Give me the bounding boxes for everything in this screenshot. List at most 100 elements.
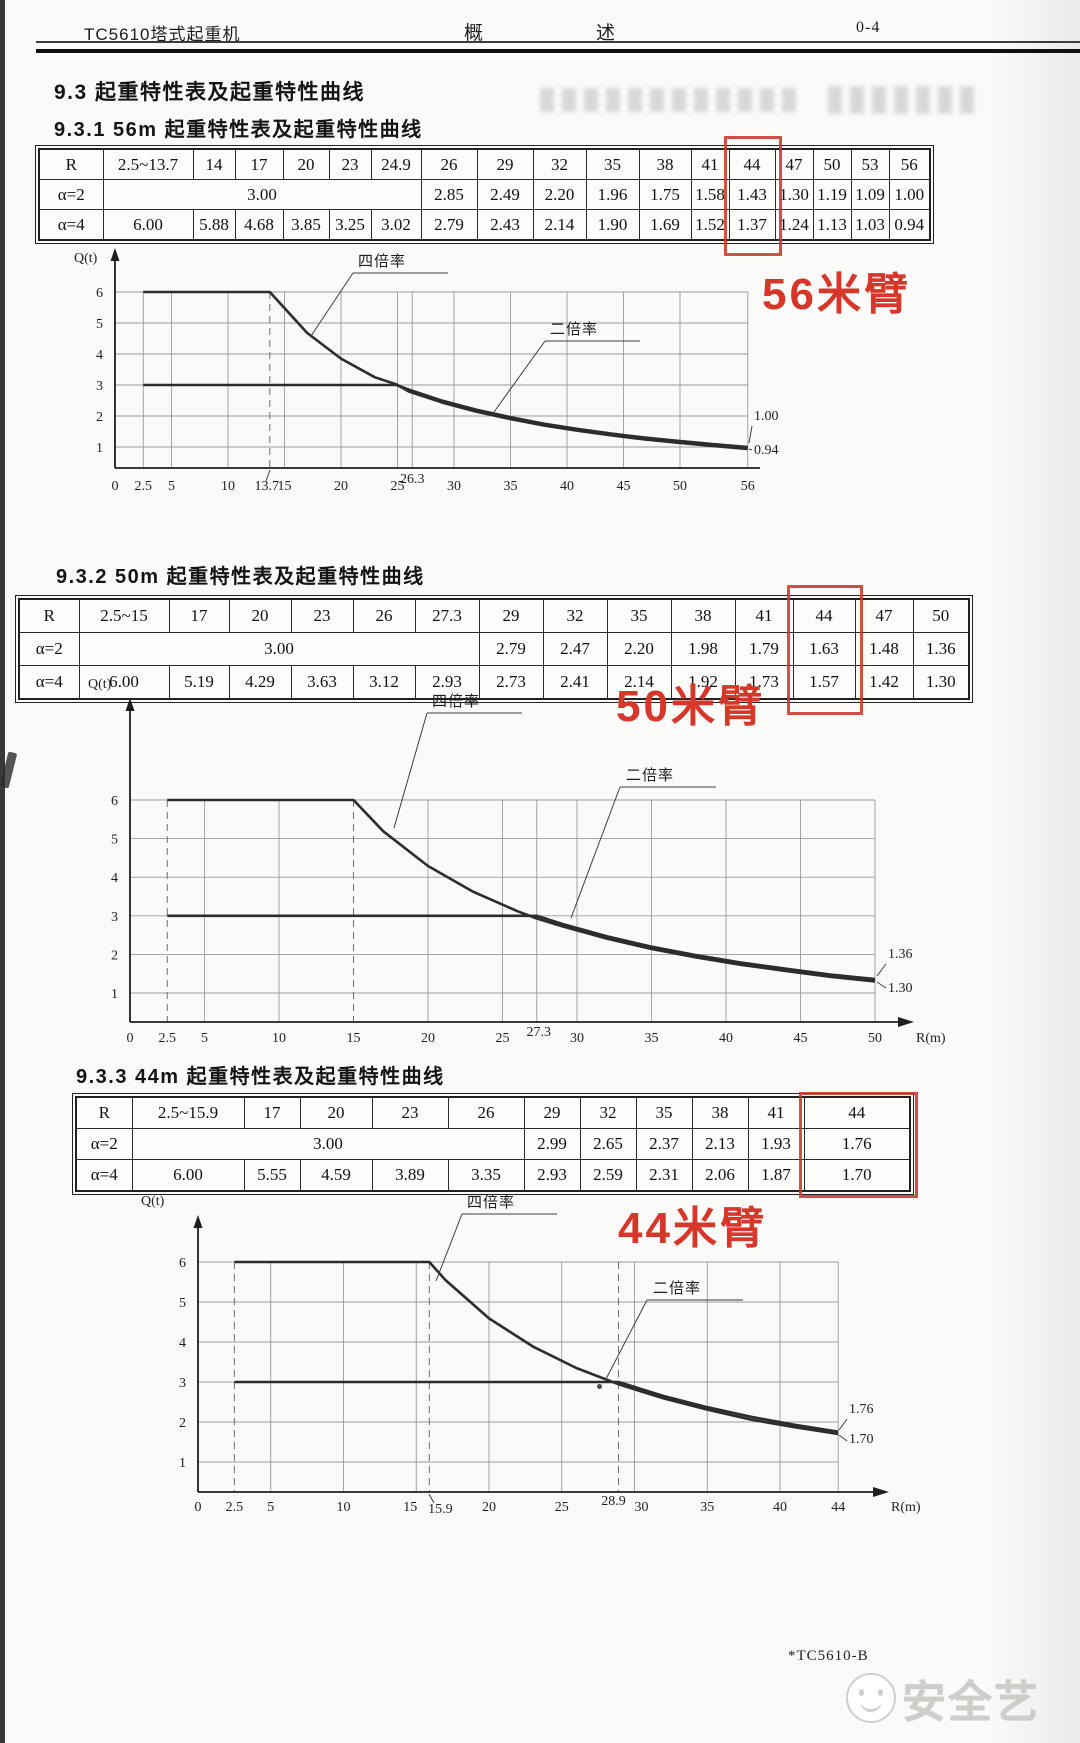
svg-text:3: 3 [179,1376,186,1391]
x-axis-label: R(m) [916,1031,946,1046]
table-cell: 1.98 [670,632,736,666]
table-cell: 41 [690,148,730,180]
svg-text:20: 20 [421,1031,435,1046]
highlight-box-44col-table3 [799,1092,918,1198]
table-cell: 5.55 [243,1159,301,1192]
svg-text:28.9: 28.9 [601,1494,626,1509]
table-cell: 2.13 [691,1128,749,1160]
svg-text:5: 5 [201,1031,208,1046]
table-cell: 1.92 [670,665,736,700]
ink-speck [597,1384,602,1389]
curve-label: 二倍率 [626,767,674,784]
load-table-44m: R 2.5~15.9 17 20 23 26 29 32 35 38 41 44 α=2 3.00 2.99… [72,1093,914,1195]
table-cell: 1.73 [734,665,794,700]
svg-text:35: 35 [645,1031,659,1046]
table-cell: 2.31 [635,1159,693,1192]
svg-text:0: 0 [127,1031,134,1046]
table-cell: 26 [420,148,478,180]
table-cell: 32 [542,598,608,633]
curve-四倍率 [234,1260,839,1436]
table-cell: 2.93 [523,1159,581,1192]
svg-text:45: 45 [794,1031,808,1046]
table-cell: 2.06 [691,1159,749,1192]
table-cell: 1.96 [585,179,640,210]
svg-text:15: 15 [278,479,292,494]
table-cell: 35 [585,148,640,180]
section-title-9-3-3: 9.3.3 44m 起重特性表及起重特性曲线 [76,1066,445,1088]
table-cell: α=2 [75,1128,133,1160]
header-page-number: 0-4 [856,19,881,36]
table-cell: 6.00 [78,665,170,700]
header-rule-thick [36,49,1080,53]
table-cell: 38 [670,598,736,633]
svg-text:5: 5 [96,317,103,332]
svg-text:5: 5 [179,1296,186,1311]
svg-text:6: 6 [111,794,118,809]
table-cell: 17 [234,148,284,180]
table-cell: 0.94 [888,209,931,241]
table-cell: 1.79 [734,632,794,666]
table-cell: 5.88 [192,209,236,241]
watermark: 安全艺 [846,1666,1040,1730]
table-cell: α=2 [18,632,80,666]
table-cell: 24.9 [370,148,422,180]
svg-text:1: 1 [111,987,118,1002]
svg-text:0: 0 [195,1500,202,1515]
svg-text:10: 10 [337,1500,351,1515]
table-cell: 3.85 [282,209,330,241]
svg-text:35: 35 [504,479,518,494]
header-rule-thin [36,41,1080,43]
table-cell: 2.20 [532,179,587,210]
table-cell: 35 [606,598,672,633]
header-doc-title: TC5610塔式起重机 [84,25,241,44]
table-cell: 2.41 [542,665,608,700]
y-axis-label: Q(t) [88,677,112,692]
table-cell: 14 [192,148,236,180]
svg-text:44: 44 [831,1500,845,1515]
table-cell: 56 [888,148,931,180]
table-cell: 1.03 [850,209,890,241]
svg-text:40: 40 [560,479,574,494]
table-cell: 38 [691,1096,749,1129]
highlight-box-44col-table2 [787,585,863,715]
svg-text:6: 6 [96,286,103,301]
svg-text:5: 5 [168,479,175,494]
ink-bleed-smudge [540,88,800,112]
table-cell: 2.85 [420,179,478,210]
table-cell: 3.02 [370,209,422,241]
table-cell: 26 [352,598,416,633]
load-chart-table-50m: R 2.5~15 17 20 23 26 27.3 29 32 35 38 41 44 47 50 α=2 3.… [15,595,973,703]
table-cell: 26 [447,1096,525,1129]
header-chapter-char-1: 概 [464,23,484,44]
load-chart-table-56m: R 2.5~13.7 14 17 20 23 24.9 26 29 32 35 38 41 44 47 50 5… [35,145,934,244]
table-cell: 4.29 [228,665,292,700]
table-cell: 4.59 [299,1159,373,1192]
curve-label: 二倍率 [653,1280,701,1297]
svg-text:26.3: 26.3 [400,472,425,487]
table-cell: 2.79 [478,632,544,666]
table-cell: 20 [282,148,330,180]
table-cell: R [38,148,104,180]
table-cell: 38 [638,148,692,180]
table-cell: 2.93 [414,665,480,700]
table-cell: 2.5~13.7 [102,148,194,180]
table-cell: 2.43 [476,209,534,241]
section-title-9-3-1: 9.3.1 56m 起重特性表及起重特性曲线 [54,119,423,141]
table-cell: 1.93 [747,1128,805,1160]
highlight-box-44col-table1 [724,136,782,256]
svg-text:35: 35 [700,1500,714,1515]
curve-end-value: 1.70 [849,1432,874,1447]
table-cell: 20 [299,1096,373,1129]
table-cell: 2.65 [579,1128,637,1160]
table-cell: 1.70 [803,1159,911,1192]
scan-right-shadow [990,0,1080,1743]
table-cell: 2.99 [523,1128,581,1160]
svg-text:25: 25 [555,1500,569,1515]
table-cell: 2.37 [635,1128,693,1160]
table-cell: 3.00 [131,1128,525,1160]
svg-text:50: 50 [673,479,687,494]
table-cell: 1.00 [888,179,931,210]
table-cell: α=4 [38,209,104,241]
table-cell: 1.19 [812,179,852,210]
